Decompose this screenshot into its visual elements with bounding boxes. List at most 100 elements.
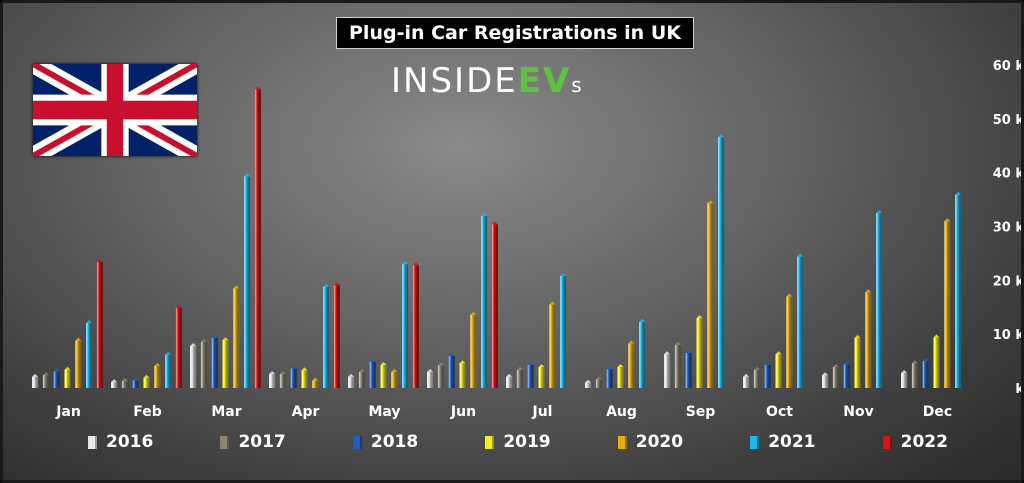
bar-cap-2019-Nov [854, 334, 861, 338]
x-tick-label: Nov [843, 404, 873, 420]
bar-cap-2019-Sep [696, 315, 703, 319]
legend-label: 2022 [900, 432, 948, 452]
x-tick-label: Apr [292, 404, 320, 420]
x-tick-label: Oct [766, 404, 793, 420]
bar-cap-2016-Jan [32, 373, 39, 377]
bar-shading-2022-Feb [175, 307, 182, 388]
x-tick-label: Aug [606, 404, 637, 420]
bar-cap-2020-Aug [628, 340, 635, 344]
bar-shading-2021-May [402, 264, 409, 388]
bar-shading-2019-Mar [222, 340, 229, 388]
bar-shading-2020-Jan [75, 340, 82, 388]
bar-cap-2019-Jun [459, 360, 466, 364]
uk-flag-icon [33, 64, 197, 156]
bar-cap-2016-May [348, 373, 355, 377]
bar-shading-2021-Jun [481, 215, 488, 388]
bar-cap-2019-Feb [143, 374, 150, 378]
bar-shading-2017-Dec [911, 363, 918, 388]
logo-small-text: s [571, 73, 584, 97]
bar-cap-2018-Jan [53, 368, 60, 372]
bar-cap-2020-Dec [944, 218, 951, 222]
bar-shading-2018-Feb [132, 380, 139, 388]
bar-cap-2019-Mar [222, 337, 229, 341]
bar-shading-2022-Jan [96, 262, 103, 388]
bar-shading-2017-Nov [832, 367, 839, 388]
bar-shading-2018-Nov [843, 364, 850, 388]
bar-cap-2021-Aug [639, 318, 646, 322]
bar-shading-2021-Feb [165, 354, 172, 388]
bar-shading-2016-Mar [190, 346, 197, 388]
y-tick-label: k [1015, 382, 1024, 397]
bar-shading-2019-Feb [143, 377, 150, 388]
bar-shading-2021-Aug [639, 321, 646, 388]
bar-shading-2021-Sep [718, 137, 725, 388]
bar-shading-2018-Dec [922, 361, 929, 388]
bar-cap-2020-Apr [312, 377, 319, 381]
bar-shading-2020-Apr [312, 380, 319, 388]
bar-shading-2020-Jul [549, 304, 556, 388]
bar-cap-2019-Apr [301, 367, 308, 371]
legend-swatch [882, 435, 892, 449]
bar-cap-2018-Dec [922, 358, 929, 362]
bar-cap-2017-Jun [437, 362, 444, 366]
legend-item-2018: 2018 [352, 431, 419, 453]
bar-shading-2021-Mar [244, 176, 251, 388]
bar-shading-2019-Apr [301, 370, 308, 388]
bar-shading-2019-Jul [538, 367, 545, 388]
y-tick-label: 40 k [993, 167, 1024, 182]
bar-shading-2022-Apr [333, 285, 340, 388]
bar-shading-2020-Aug [628, 343, 635, 388]
bar-cap-2018-Aug [606, 366, 613, 370]
bar-cap-2018-Jun [448, 352, 455, 356]
bar-cap-2016-Feb [111, 379, 118, 383]
legend-swatch [750, 435, 760, 449]
x-tick-label: Jul [532, 404, 553, 420]
bar-cap-2017-Jan [42, 372, 49, 376]
bar-shading-2022-Mar [254, 89, 261, 388]
bar-shading-2020-Sep [707, 203, 714, 388]
bar-shading-2018-Jun [448, 355, 455, 388]
bar-shading-2017-Oct [753, 369, 760, 388]
bar-cap-2017-Oct [753, 366, 760, 370]
bar-cap-2020-Feb [154, 362, 161, 366]
chart-title: Plug-in Car Registrations in UK [336, 17, 694, 49]
bar-cap-2022-Jun [491, 221, 498, 225]
bar-shading-2021-Jul [560, 276, 567, 388]
logo-green-text: EV [517, 61, 572, 101]
bar-shading-2016-Apr [269, 374, 276, 388]
bar-shading-2019-Sep [696, 318, 703, 388]
bar-cap-2017-Sep [674, 341, 681, 345]
bar-cap-2020-Oct [786, 293, 793, 297]
bar-shading-2016-May [348, 376, 355, 388]
x-tick-label: May [368, 404, 400, 420]
y-tick-label: 50 k [993, 113, 1024, 128]
x-tick-label: Jun [450, 404, 476, 420]
insideevs-logo: INSIDEEVs [391, 59, 584, 103]
x-tick-label: Jan [55, 404, 81, 420]
bar-shading-2021-Nov [876, 213, 883, 388]
bar-shading-2019-May [380, 364, 387, 388]
bar-cap-2016-Jul [506, 373, 513, 377]
legend: 2016 2017 2018 2019 2020 2021 2022 [88, 431, 948, 453]
bar-cap-2016-Nov [822, 372, 829, 376]
bar-shading-2020-May [391, 371, 398, 388]
bar-cap-2018-Feb [132, 377, 139, 381]
bar-cap-2020-Nov [865, 289, 872, 293]
legend-label: 2018 [370, 432, 419, 452]
x-tick-label: Sep [686, 404, 716, 420]
bar-cap-2018-Apr [290, 365, 297, 369]
bar-cap-2022-Feb [175, 304, 182, 308]
legend-swatch [352, 435, 362, 449]
bar-shading-2019-Oct [775, 354, 782, 388]
bar-cap-2022-May [412, 262, 419, 266]
bar-shading-2019-Jun [459, 363, 466, 388]
bar-cap-2021-Jul [560, 273, 567, 277]
bar-cap-2022-Jan [96, 259, 103, 263]
bar-shading-2018-Sep [685, 353, 692, 388]
bar-cap-2019-May [380, 361, 387, 365]
bar-cap-2020-Jun [470, 311, 477, 315]
bar-cap-2019-Jul [538, 364, 545, 368]
bar-cap-2016-Aug [585, 379, 592, 383]
bar-cap-2016-Mar [190, 343, 197, 347]
